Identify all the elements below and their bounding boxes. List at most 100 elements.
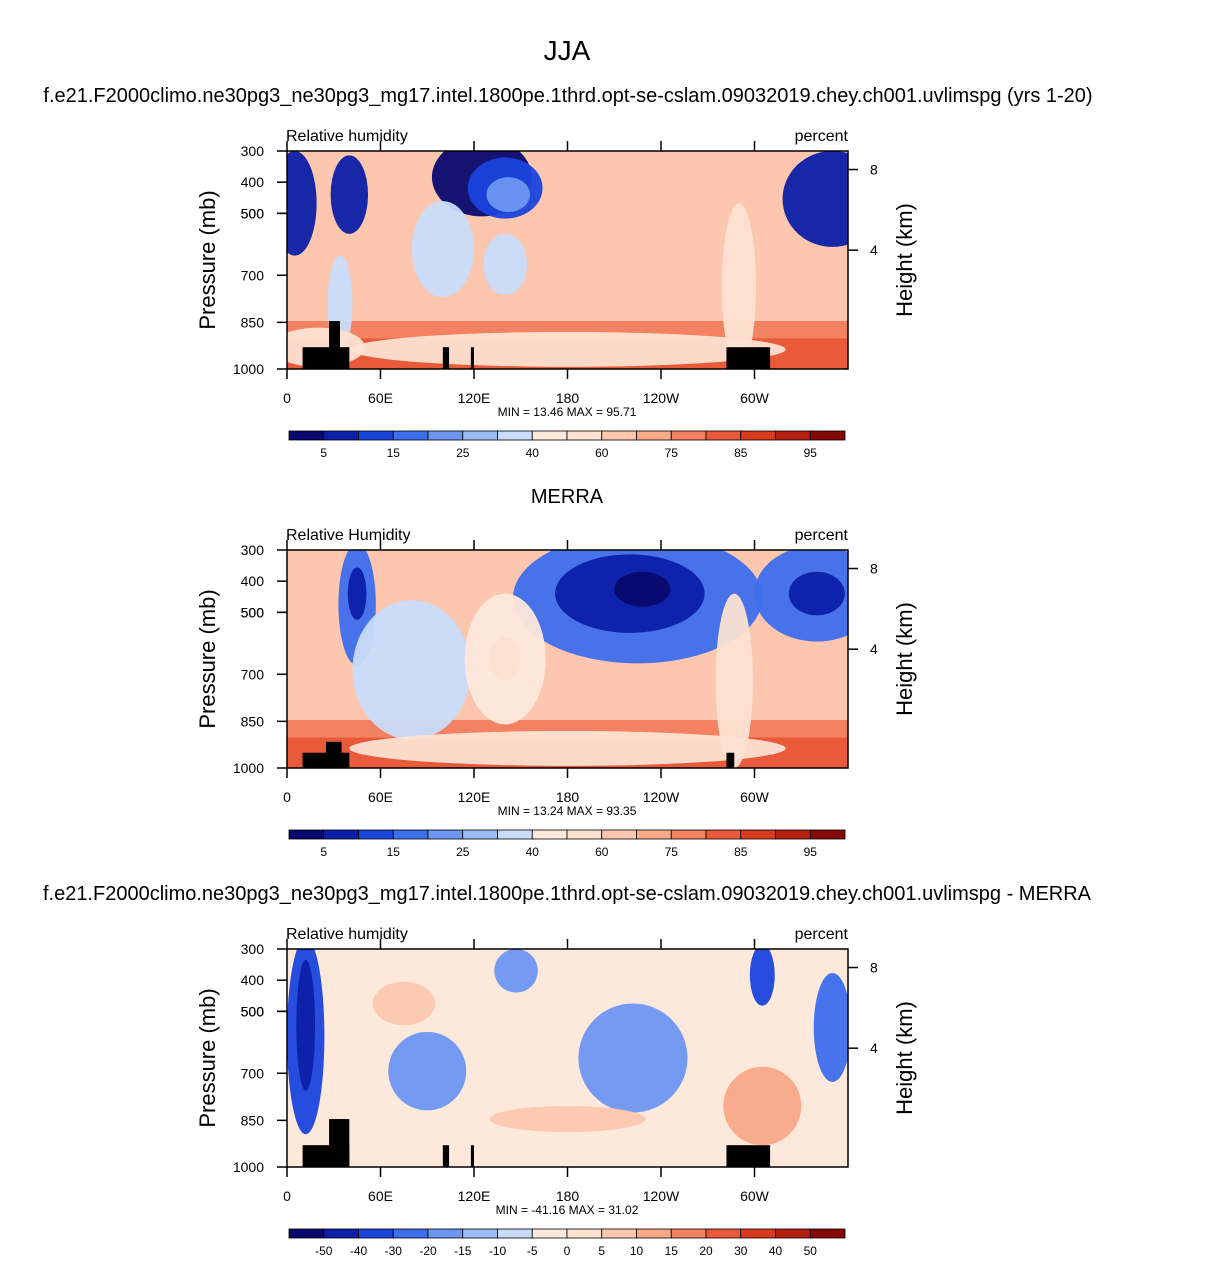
colorbar-swatch	[740, 430, 776, 441]
colorbar-label: 5	[320, 446, 327, 460]
colorbar-swatch	[358, 1228, 394, 1239]
colorbar-swatch	[740, 1228, 776, 1239]
y-tick-label: 1000	[233, 760, 264, 776]
colorbar-label: 25	[456, 446, 470, 460]
x-tick-label: 60W	[740, 1188, 770, 1204]
y-right-tick-label: 8	[870, 960, 878, 976]
colorbar-swatch	[392, 1228, 429, 1239]
y-tick-label: 700	[241, 666, 265, 682]
colorbar-swatch	[462, 829, 498, 840]
contour-region	[489, 637, 521, 681]
colorbar-swatch	[288, 829, 325, 840]
x-tick-label: 120W	[643, 390, 680, 406]
colorbar-swatch	[531, 829, 568, 840]
contour-region	[349, 331, 786, 367]
contour-region	[782, 151, 848, 247]
colorbar-label: 95	[804, 845, 818, 859]
colorbar-swatch	[288, 1228, 325, 1239]
merra-panel: Relative Humidity percent 0 60E 120E 180 120W 6…	[195, 527, 917, 859]
x-tick-label: 120E	[458, 1188, 491, 1204]
y-tick-label: 700	[241, 1065, 265, 1081]
y-tick-label: 850	[241, 1112, 265, 1128]
model-panel: Relative humidity percent 0 60E 120E 180 120W 6…	[195, 128, 917, 460]
y-tick-label: 400	[241, 174, 265, 190]
contour-region	[788, 571, 845, 616]
y-right-tick-label: 4	[870, 1040, 878, 1056]
contour-region	[483, 233, 527, 295]
terrain-mask	[329, 1119, 350, 1167]
y-tick-label: 850	[241, 314, 265, 330]
colorbar-swatch	[601, 829, 637, 840]
contour-region	[347, 567, 367, 620]
y-tick-label: 300	[241, 542, 265, 558]
x-tick-label: 0	[283, 1188, 291, 1204]
colorbar-label: 5	[598, 1244, 605, 1258]
colorbar-swatch	[462, 1228, 498, 1239]
x-tick-label: 60E	[368, 789, 393, 805]
y-axis-right-label: Height (km)	[892, 602, 917, 716]
colorbar-label: -15	[454, 1244, 472, 1258]
colorbar-swatch	[566, 1228, 603, 1239]
colorbar-label: 95	[804, 446, 818, 460]
page-title: JJA	[544, 35, 591, 66]
terrain-mask	[325, 741, 342, 768]
contour-region	[749, 949, 775, 1006]
contour-region	[813, 972, 848, 1082]
colorbar-label: -40	[350, 1244, 368, 1258]
colorbar-label: -50	[315, 1244, 333, 1258]
colorbar-swatch	[392, 829, 429, 840]
terrain-mask	[470, 1145, 474, 1167]
x-tick-label: 120W	[643, 1188, 680, 1204]
contour-region	[349, 730, 786, 766]
colorbar-label: 15	[387, 446, 401, 460]
y-tick-label: 500	[241, 604, 265, 620]
contour-region	[330, 155, 369, 234]
y-tick-label: 1000	[233, 1159, 264, 1175]
colorbar-swatch	[740, 829, 776, 840]
left-label: Relative humidity	[286, 128, 408, 145]
contour-region	[614, 571, 671, 607]
colorbar-swatch	[670, 829, 707, 840]
contour-region	[721, 203, 757, 369]
x-tick-label: 120E	[458, 789, 491, 805]
y-tick-label: 300	[241, 143, 265, 159]
x-tick-label: 120W	[643, 789, 680, 805]
terrain-mask	[329, 321, 340, 369]
colorbar-swatch	[323, 829, 359, 840]
x-tick-label: 180	[556, 789, 580, 805]
colorbar-label: 75	[665, 446, 679, 460]
colorbar-swatch	[358, 430, 394, 441]
colorbar-swatch	[323, 430, 359, 441]
terrain-mask	[302, 347, 350, 369]
colorbar-label: 25	[456, 845, 470, 859]
terrain-mask	[470, 347, 474, 369]
colorbar-swatch	[670, 1228, 707, 1239]
contour-field	[287, 550, 848, 768]
colorbar-label: 85	[734, 446, 748, 460]
colorbar-swatch	[705, 829, 742, 840]
y-tick-label: 400	[241, 972, 265, 988]
x-tick-label: 0	[283, 390, 291, 406]
terrain-mask	[726, 752, 735, 768]
min-max-stats: MIN = -41.16 MAX = 31.02	[496, 1203, 639, 1217]
y-tick-label: 500	[241, 205, 265, 221]
colorbar-label: 15	[387, 845, 401, 859]
colorbar-label: -20	[419, 1244, 437, 1258]
colorbar-swatch	[809, 430, 846, 441]
colorbar-label: 40	[526, 845, 540, 859]
y-axis-right-label: Height (km)	[892, 203, 917, 317]
colorbar-swatch	[497, 829, 533, 840]
x-tick-label: 0	[283, 789, 291, 805]
difference-title: f.e21.F2000climo.ne30pg3_ne30pg3_mg17.in…	[43, 883, 1092, 905]
colorbar-label: 60	[595, 845, 609, 859]
colorbar-swatch	[497, 1228, 533, 1239]
colorbar-label: -30	[385, 1244, 403, 1258]
y-right-tick-label: 4	[870, 641, 878, 657]
colorbar-swatch	[566, 430, 603, 441]
left-label: Relative humidity	[286, 926, 408, 943]
y-tick-label: 500	[241, 604, 265, 620]
y-tick-label: 850	[241, 713, 265, 729]
colorbar-swatch	[566, 829, 603, 840]
colorbar-label: 30	[734, 1244, 748, 1258]
x-tick-label: 180	[556, 1188, 580, 1204]
